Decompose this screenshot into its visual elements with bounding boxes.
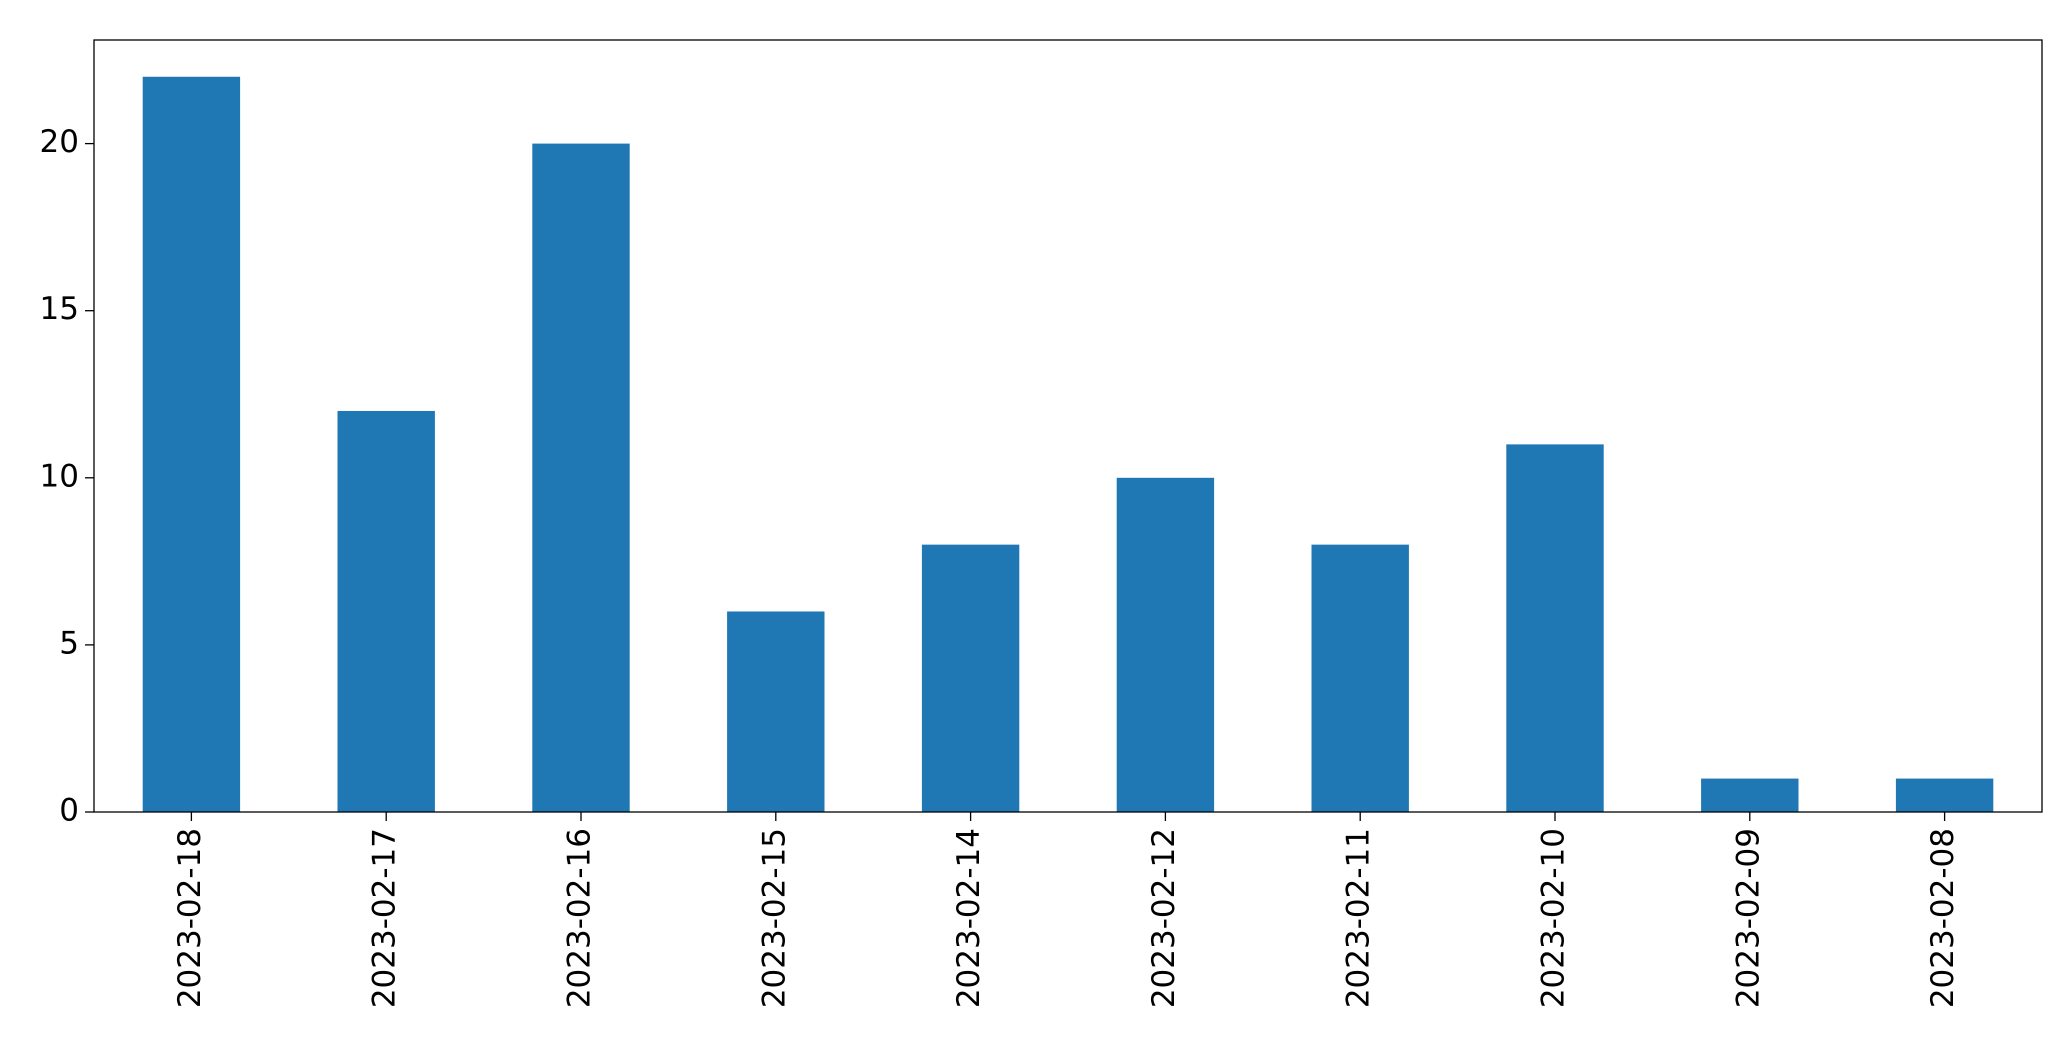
x-tick-label: 2023-02-15: [756, 828, 792, 1008]
x-tick-label: 2023-02-09: [1730, 828, 1766, 1008]
x-tick-label: 2023-02-14: [951, 828, 987, 1008]
x-tick-label: 2023-02-08: [1925, 828, 1961, 1008]
y-tick-label: 0: [59, 793, 79, 829]
x-tick-label: 2023-02-16: [562, 828, 598, 1008]
y-tick-label: 15: [40, 291, 79, 327]
bar: [1701, 778, 1799, 812]
bar: [727, 611, 825, 812]
plot-frame: [93, 39, 2043, 813]
bar: [921, 544, 1020, 812]
x-tick-label: 2023-02-11: [1341, 828, 1377, 1008]
x-tick-label: 2023-02-17: [367, 828, 403, 1008]
bar: [337, 410, 435, 812]
x-tick-label: 2023-02-18: [172, 828, 208, 1008]
y-tick-label: 20: [40, 124, 79, 160]
bar: [1506, 444, 1604, 812]
x-tick-label: 2023-02-10: [1536, 828, 1572, 1008]
x-tick-label: 2023-02-12: [1146, 828, 1182, 1008]
bar: [1311, 544, 1409, 812]
bar: [1116, 477, 1215, 812]
y-tick-label: 5: [59, 625, 79, 661]
bar: [1895, 778, 1994, 812]
y-tick-label: 10: [40, 458, 79, 494]
bar: [532, 143, 630, 812]
bar: [142, 76, 241, 812]
